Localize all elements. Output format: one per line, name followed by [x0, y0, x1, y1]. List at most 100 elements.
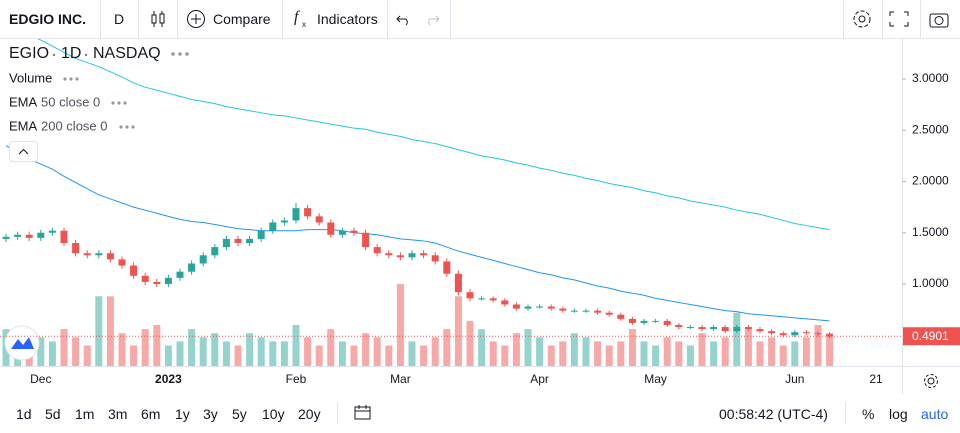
candle-body	[605, 312, 613, 315]
volume-bar	[304, 337, 312, 366]
range-button[interactable]: 6m	[141, 406, 161, 422]
last-price-badge	[903, 327, 960, 346]
range-button[interactable]: 1y	[175, 406, 190, 422]
settings-icon[interactable]	[924, 374, 938, 388]
volume-bar	[791, 341, 799, 366]
plot-area	[2, 39, 834, 366]
range-button[interactable]: 3m	[108, 406, 128, 422]
volume-bar	[744, 329, 752, 366]
separator	[138, 0, 139, 38]
candle-body	[222, 238, 230, 248]
range-button[interactable]: 3y	[203, 406, 218, 422]
log-toggle[interactable]: log	[889, 406, 908, 422]
candle-body	[686, 327, 694, 329]
volume-bar	[594, 341, 602, 366]
volume-bar	[512, 333, 520, 366]
separator	[843, 0, 844, 38]
candle-body	[582, 310, 590, 312]
separator	[337, 402, 338, 424]
candle-body	[269, 222, 277, 231]
volume-bar	[443, 329, 451, 366]
candle-body	[164, 277, 172, 284]
volume-bar	[37, 337, 45, 366]
candle-body	[362, 232, 370, 248]
volume-bar	[652, 345, 660, 366]
volume-bar	[826, 333, 834, 366]
volume-bar	[199, 337, 207, 366]
separator	[177, 0, 178, 38]
volume-bar	[802, 337, 810, 366]
symbol-search[interactable]: EDGIO INC.	[9, 11, 87, 27]
candle-body	[95, 253, 103, 256]
candle-body	[594, 310, 602, 313]
volume-bar	[211, 333, 219, 366]
candle-body	[628, 318, 636, 323]
range-button[interactable]: 1m	[75, 406, 95, 422]
candle-body	[443, 261, 451, 274]
range-button[interactable]: 20y	[298, 406, 321, 422]
separator	[100, 0, 101, 38]
interval-button[interactable]: D	[114, 11, 125, 27]
candle-body	[234, 238, 242, 243]
date-range-icon[interactable]	[354, 405, 372, 421]
compare-icon[interactable]	[186, 9, 206, 29]
right-toolbar-icons[interactable]	[852, 8, 952, 30]
range-button[interactable]: 10y	[262, 406, 285, 422]
range-button[interactable]: 1d	[16, 406, 32, 422]
candle-body	[257, 230, 265, 239]
candle-body	[698, 327, 706, 330]
volume-bar	[756, 341, 764, 366]
indicators-button[interactable]: Indicators	[317, 11, 378, 27]
candle-body	[826, 334, 834, 337]
volume-bar	[362, 333, 370, 366]
candle-body	[652, 320, 660, 322]
candle-body	[153, 281, 161, 284]
percent-toggle[interactable]: %	[862, 406, 875, 422]
volume-bar	[188, 329, 196, 366]
price-tick-label: 2.0000	[912, 174, 949, 188]
candle-body	[304, 208, 312, 217]
candle-body	[559, 308, 567, 311]
candle-body	[489, 298, 497, 301]
compare-button[interactable]: Compare	[213, 11, 271, 27]
candle-body	[106, 253, 114, 260]
volume-bar	[95, 296, 103, 366]
legend-exchange: NASDAQ	[93, 45, 161, 62]
candle-body	[791, 332, 799, 336]
candle-body	[512, 304, 520, 309]
volume-bar	[385, 345, 393, 366]
range-button[interactable]: 5y	[232, 406, 247, 422]
separator	[387, 0, 388, 38]
candle-body	[721, 327, 729, 332]
candle-body	[570, 310, 578, 312]
volume-bar	[489, 341, 497, 366]
time-tick-label: Jun	[785, 372, 804, 386]
volume-bar	[582, 337, 590, 366]
volume-bar	[640, 341, 648, 366]
candle-body	[814, 333, 822, 335]
volume-bar	[130, 345, 138, 366]
candle-body	[48, 230, 56, 233]
auto-toggle[interactable]: auto	[921, 406, 949, 422]
legend-ema-params: 50 close 0	[41, 94, 100, 109]
candle-body	[83, 253, 91, 256]
chart-type-button[interactable]	[150, 9, 166, 29]
legend-ema-name: EMA	[9, 118, 38, 133]
price-tick-label: 1.0000	[912, 276, 949, 290]
undo-redo[interactable]	[396, 11, 444, 27]
volume-bar	[686, 345, 694, 366]
range-button[interactable]: 5d	[45, 406, 61, 422]
candle-body	[536, 306, 544, 308]
volume-bar	[396, 284, 404, 366]
price-tick-label: 2.5000	[912, 122, 949, 136]
collapse-legend-button[interactable]	[9, 141, 38, 162]
separator	[845, 402, 846, 424]
candle-body	[802, 332, 810, 334]
candle-body	[756, 329, 764, 332]
candle-body	[385, 253, 393, 256]
volume-bar	[106, 296, 114, 366]
candle-body	[141, 275, 149, 282]
